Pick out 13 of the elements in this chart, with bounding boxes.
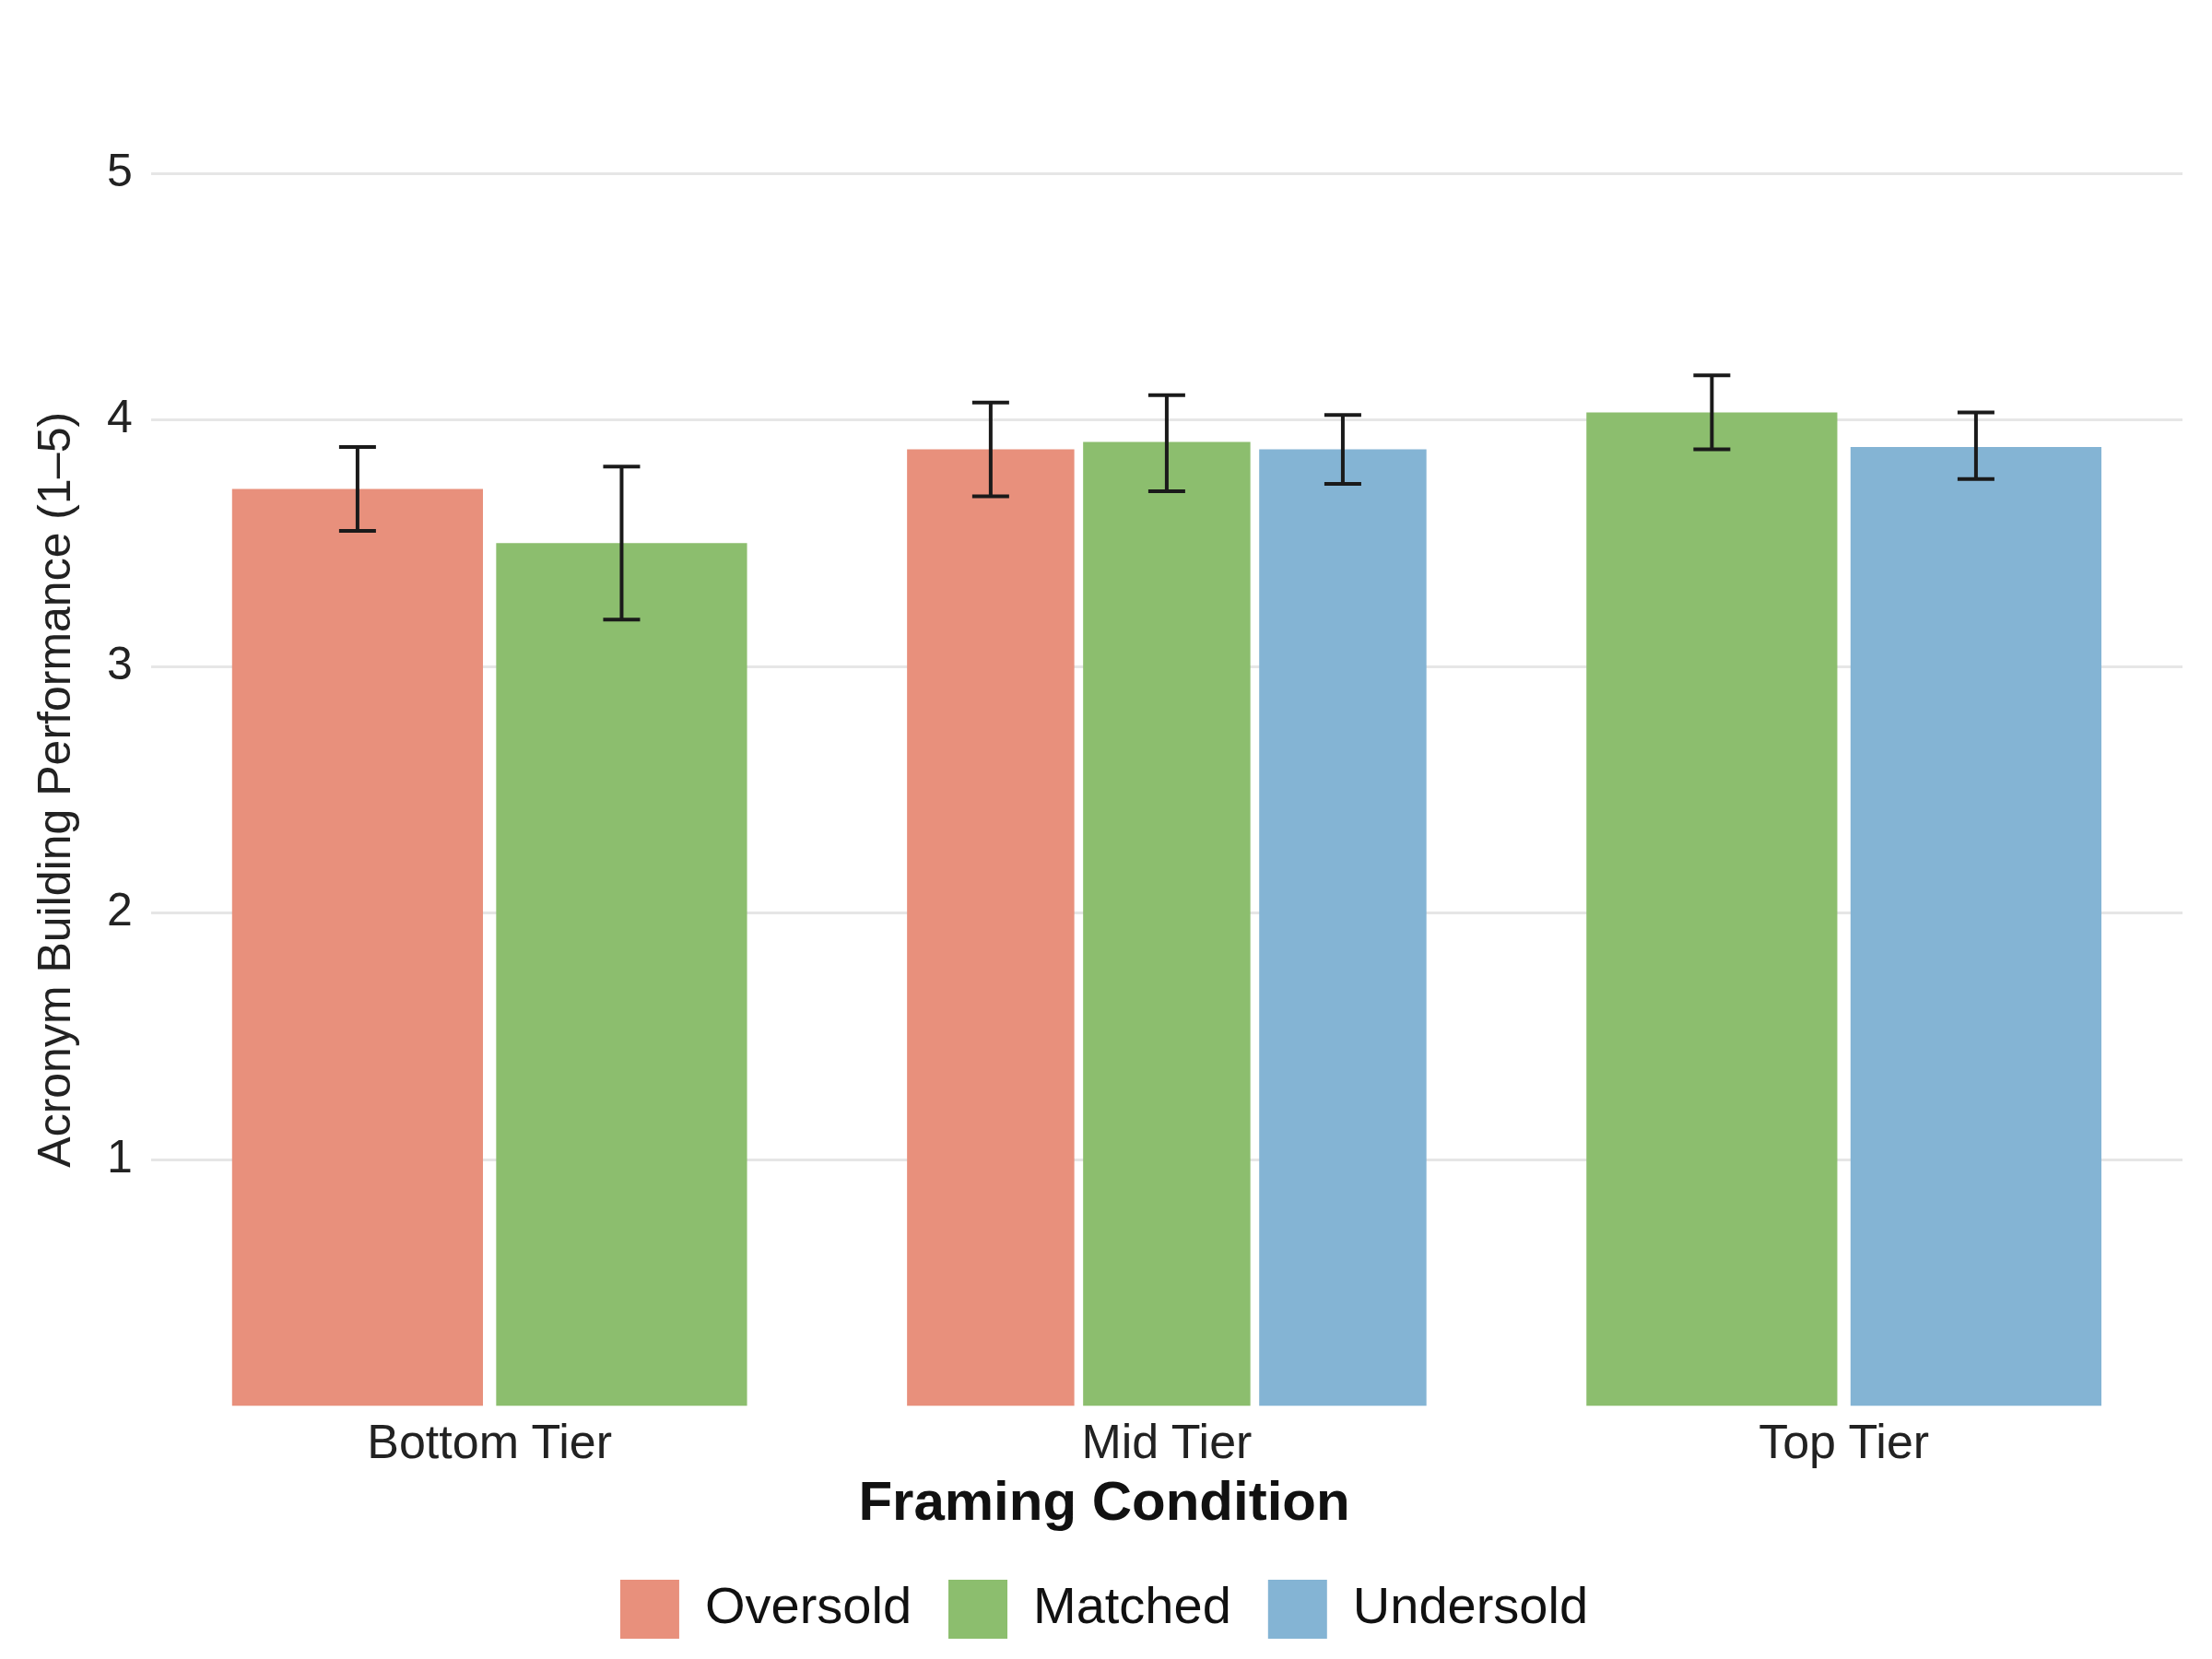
y-tick-label: 3 — [107, 637, 133, 689]
y-tick-label: 4 — [107, 391, 133, 443]
y-axis-title: Acronym Building Performance (1–5) — [28, 411, 80, 1168]
legend-title: Framing Condition — [858, 1469, 1350, 1532]
y-tick-label: 1 — [107, 1130, 133, 1182]
legend-label: Oversold — [704, 1576, 912, 1635]
y-tick-label: 2 — [107, 884, 133, 936]
x-tick-label: Top Tier — [1759, 1415, 1930, 1469]
legend-label: Undersold — [1352, 1576, 1589, 1635]
x-tick-label: Bottom Tier — [367, 1415, 613, 1469]
legend-label: Matched — [1033, 1576, 1231, 1635]
x-tick-label: Mid Tier — [1081, 1415, 1253, 1469]
y-tick-label: 5 — [107, 144, 133, 196]
